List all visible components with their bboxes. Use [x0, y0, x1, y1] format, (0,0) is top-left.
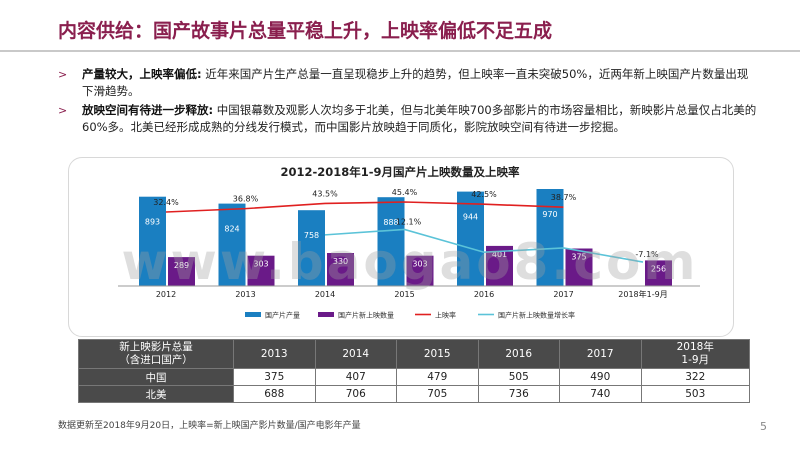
table-row-label: 中国: [78, 368, 234, 386]
bar-label-new-release: 303: [412, 260, 427, 269]
bar-label-production: 944: [463, 213, 478, 222]
bullet-text: 中国银幕数及观影人次均多于北美，但与北美年映700多部影片的市场容量相比，新映影…: [82, 103, 757, 134]
x-tick-label: 2016: [474, 290, 494, 299]
data-label-release-rate: 38.7%: [551, 193, 577, 202]
bullet-item: > 放映空间有待进一步释放: 中国银幕数及观影人次均多于北美，但与北美年映700…: [58, 102, 758, 136]
page-title: 内容供给：国产故事片总量平稳上升，上映率偏低不足五成: [58, 20, 553, 42]
table-header-year: 2013: [233, 339, 316, 369]
legend-swatch: [245, 312, 261, 317]
legend-swatch: [318, 312, 334, 317]
bar-label-production: 893: [145, 218, 160, 227]
bar-new-release: [406, 255, 434, 286]
data-label-release-rate: 32.4%: [153, 198, 179, 207]
data-label-growth-rate: 12.1%: [396, 217, 422, 226]
table-cell: 407: [314, 368, 397, 386]
page-number: 5: [760, 420, 767, 433]
bar-label-production: 970: [542, 210, 557, 219]
data-label-release-rate: 43.5%: [312, 189, 338, 198]
table-cell: 505: [477, 368, 560, 386]
x-tick-label: 2017: [553, 290, 573, 299]
table-cell: 503: [640, 385, 750, 403]
triangle-right-icon: >: [58, 68, 68, 81]
table-header-row: 新上映影片总量 （含进口国产） 2013 2014 2015 2016 2017 2018年…: [78, 339, 750, 369]
bullet-item: > 产量较大，上映率偏低: 近年来国产片生产总量一直呈现稳步上升的趋势，但上映率…: [58, 66, 758, 100]
table-header-year: 2014: [314, 339, 397, 369]
table-header-year: 2015: [396, 339, 479, 369]
table-row: 中国 375 407 479 505 490 322: [78, 368, 750, 386]
bullet-list: > 产量较大，上映率偏低: 近年来国产片生产总量一直呈现稳步上升的趋势，但上映率…: [58, 66, 758, 138]
bar-production: [536, 189, 564, 286]
data-label-growth-rate: -7.1%: [635, 250, 659, 259]
table-cell: 322: [640, 368, 750, 386]
bullet-text: 近年来国产片生产总量一直呈现稳步上升的趋势，但上映率一直未突破50%，近两年新上…: [82, 67, 749, 98]
table-header-year: 2017: [559, 339, 642, 369]
data-label-release-rate: 45.4%: [392, 188, 418, 197]
legend-label: 上映率: [435, 311, 456, 320]
triangle-right-icon: >: [58, 104, 68, 117]
bar-label-production: 758: [304, 231, 319, 240]
line-release-rate: [165, 201, 564, 213]
x-tick-label: 2018年1-9月: [618, 289, 667, 299]
bar-new-release: [645, 260, 672, 286]
table-cell: 736: [477, 385, 560, 403]
table-header-year: 2016: [477, 339, 560, 369]
table-cell: 479: [396, 368, 479, 386]
bar-label-new-release: 256: [651, 264, 666, 273]
table-cell: 375: [233, 368, 316, 386]
bar-production: [298, 210, 325, 286]
chart-title: 2012-2018年1-9月国产片上映数量及上映率: [280, 165, 520, 179]
legend-label: 国产片新上映数量增长率: [498, 311, 575, 320]
legend-label: 国产片新上映数量: [338, 311, 394, 320]
x-tick-label: 2012: [156, 290, 176, 299]
bar-new-release: [327, 253, 354, 286]
bar-label-new-release: 375: [571, 253, 586, 262]
bar-label-production: 888: [383, 218, 398, 227]
bullet-heading: 放映空间有待进一步释放:: [82, 103, 214, 117]
release-table: 新上映影片总量 （含进口国产） 2013 2014 2015 2016 2017 2018年…: [78, 339, 750, 403]
table-header-year: 2018年 1-9月: [640, 339, 750, 369]
bar-production: [139, 196, 166, 286]
x-tick-label: 2015: [394, 290, 414, 299]
line-growth-rate: [324, 228, 644, 263]
data-label-release-rate: 42.5%: [471, 190, 497, 199]
bar-new-release: [565, 248, 593, 286]
bar-production: [457, 191, 484, 286]
legend-label: 国产片产量: [265, 311, 300, 320]
table-cell: 705: [396, 385, 479, 403]
table-cell: 706: [314, 385, 397, 403]
bar-label-new-release: 289: [174, 261, 189, 270]
table-header-label: 新上映影片总量 （含进口国产）: [78, 339, 234, 369]
bar-label-new-release: 330: [333, 257, 348, 266]
footnote: 数据更新至2018年9月20日，上映率=新上映国产影片数量/国产电影年产量: [58, 421, 361, 431]
bar-label-new-release: 401: [492, 250, 507, 259]
bar-label-new-release: 303: [253, 260, 268, 269]
bar-label-production: 824: [224, 225, 239, 234]
table-row: 北美 688 706 705 736 740 503: [78, 385, 750, 403]
x-tick-label: 2014: [315, 290, 335, 299]
bar-production: [377, 197, 405, 286]
bullet-heading: 产量较大，上映率偏低:: [82, 67, 202, 81]
bar-new-release: [168, 257, 195, 286]
table-cell: 490: [559, 368, 642, 386]
bar-new-release: [247, 255, 275, 286]
table-cell: 688: [233, 385, 316, 403]
bar-production: [218, 203, 246, 286]
x-tick-label: 2013: [235, 290, 255, 299]
data-label-release-rate: 36.8%: [233, 195, 259, 204]
table-cell: 740: [559, 385, 642, 403]
title-divider: [0, 50, 800, 52]
table-row-label: 北美: [78, 385, 234, 403]
